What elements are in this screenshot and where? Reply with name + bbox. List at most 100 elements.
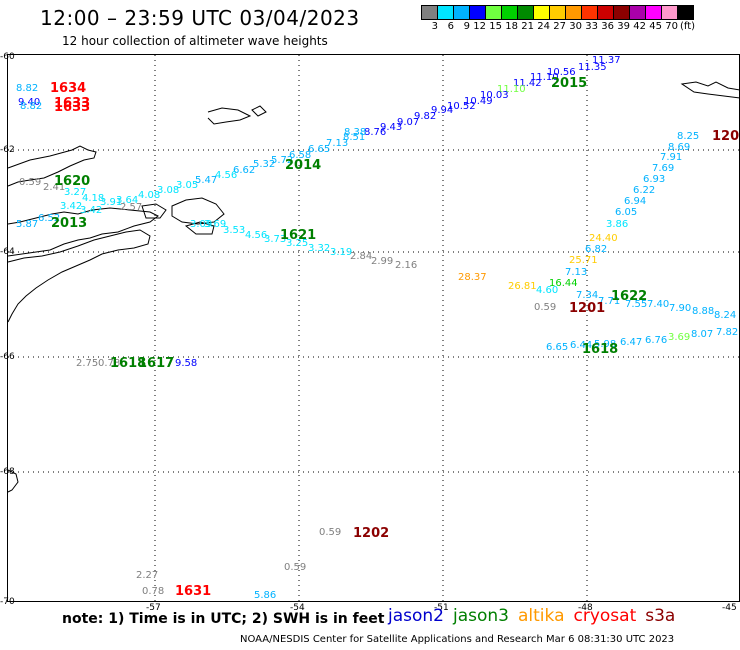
wave-height-label: 3.19 bbox=[330, 247, 353, 258]
wave-height-label: 25.71 bbox=[569, 255, 598, 266]
pass-time-label: 1634 bbox=[50, 81, 87, 96]
wave-height-label: 3.73 bbox=[264, 234, 287, 245]
wave-height-label: 2.75 bbox=[76, 358, 99, 369]
wave-height-label: 0.78 bbox=[98, 358, 121, 369]
mission-s3a: s3a bbox=[645, 606, 676, 626]
wave-height-label: 5.47 bbox=[195, 175, 218, 186]
wave-height-label: 6.76 bbox=[645, 335, 668, 346]
legend-tick-label: 33 bbox=[585, 21, 598, 32]
coast-james-ross bbox=[171, 197, 225, 225]
wave-height-label: 24.40 bbox=[589, 233, 618, 244]
legend-tick-label: 9 bbox=[463, 21, 470, 32]
wave-height-label: 2.27 bbox=[136, 570, 159, 581]
wave-height-label: 0.59 bbox=[534, 302, 557, 313]
lon-label-51: -51 bbox=[434, 603, 449, 613]
coast-peninsula-lower bbox=[7, 229, 151, 323]
wave-height-label: 6.62 bbox=[233, 165, 256, 176]
pass-time-label: 1618 bbox=[582, 342, 619, 357]
pass-time-label: 1620 bbox=[54, 174, 91, 189]
wave-height-label: 3.42 bbox=[80, 205, 103, 216]
wave-height-label: 8.51 bbox=[343, 132, 366, 143]
color-legend: 3 6 9 12 15 18 21 24 27 30 33 36 39 42 45 70 (ft) bbox=[421, 5, 695, 32]
mission-jason3: jason3 bbox=[453, 606, 509, 626]
wave-height-label: 3.53 bbox=[223, 225, 246, 236]
legend-tick-label: 3 bbox=[431, 21, 438, 32]
legend-tick-label: 6 bbox=[447, 21, 454, 32]
wave-height-label: 28.37 bbox=[458, 272, 487, 283]
coastlines bbox=[7, 81, 740, 493]
pass-time-label: 2013 bbox=[51, 216, 88, 231]
wave-height-label: 3.32 bbox=[308, 243, 331, 254]
legend-swatch bbox=[677, 5, 694, 20]
wave-height-label: 9.82 bbox=[414, 111, 437, 122]
legend-ticks: 3 6 9 12 15 18 21 24 27 30 33 36 39 42 45 70 (ft) bbox=[422, 21, 695, 32]
lon-label-57: -57 bbox=[146, 603, 161, 613]
wave-height-label: 9.94 bbox=[431, 105, 454, 116]
wave-height-label: 5.32 bbox=[253, 159, 276, 170]
wave-height-label: 8.38 bbox=[344, 127, 367, 138]
wave-height-label: 7.71 bbox=[598, 296, 621, 307]
coast-joinville bbox=[141, 203, 167, 219]
lon-label-54: -54 bbox=[290, 603, 305, 613]
lon-label-45: -45 bbox=[722, 603, 737, 613]
wave-height-label: 3.27 bbox=[64, 187, 87, 198]
wave-height-label: 11.35 bbox=[578, 62, 607, 73]
mission-legend: jason2 jason3 altika cryosat s3a bbox=[388, 606, 684, 626]
legend-tick-label: 30 bbox=[569, 21, 582, 32]
wave-height-label: 6.47 bbox=[620, 337, 643, 348]
wave-height-label: 9.07 bbox=[397, 117, 420, 128]
coast-seymour bbox=[184, 221, 215, 235]
legend-tick-label: 70 bbox=[665, 21, 678, 32]
pass-time-label: 1622 bbox=[611, 289, 648, 304]
wave-height-label: 4.56 bbox=[245, 230, 268, 241]
pass-time-label: 1633 bbox=[54, 100, 91, 115]
legend-tick-label: 24 bbox=[537, 21, 550, 32]
wave-height-label: 9.40 bbox=[18, 97, 41, 108]
mission-cryosat: cryosat bbox=[573, 606, 637, 626]
pass-time-label: 1202 bbox=[353, 526, 390, 541]
lat-label-64: -64 bbox=[0, 247, 15, 257]
wave-height-label: 8.82 bbox=[20, 101, 43, 112]
wave-height-label: 6.44 bbox=[570, 340, 593, 351]
wave-height-label: 0.59 bbox=[319, 527, 342, 538]
legend-tick-label: 27 bbox=[553, 21, 566, 32]
coast-south-orkney bbox=[680, 81, 740, 99]
map-frame bbox=[7, 54, 740, 602]
wave-height-label: 6.65 bbox=[546, 342, 569, 353]
legend-tick-label: 36 bbox=[601, 21, 614, 32]
wave-height-label: 6.94 bbox=[624, 196, 647, 207]
coast-west-edge bbox=[7, 469, 19, 493]
wave-height-label: 2.16 bbox=[395, 260, 418, 271]
pass-time-label: 2014 bbox=[285, 158, 322, 173]
wave-height-label: 9.58 bbox=[175, 358, 198, 369]
wave-height-label: 0.78 bbox=[142, 586, 165, 597]
wave-height-label: 7.13 bbox=[326, 138, 349, 149]
coast-elephant-island bbox=[207, 107, 252, 125]
wave-height-label: 2.57 bbox=[120, 202, 143, 213]
wave-height-label: 3.08 bbox=[157, 185, 180, 196]
wave-height-label: 2.84 bbox=[350, 251, 373, 262]
pass-time-label: 1201 bbox=[569, 301, 606, 316]
wave-height-label: 5.86 bbox=[254, 590, 277, 601]
wave-height-label: 8.07 bbox=[691, 329, 714, 340]
map-title: 12:00 – 23:59 UTC 03/04/2023 bbox=[40, 6, 360, 30]
map-subtitle: 12 hour collection of altimeter wave hei… bbox=[62, 34, 328, 48]
lat-label-68: -68 bbox=[0, 467, 15, 477]
coast-south-shetland bbox=[7, 145, 97, 187]
pass-time-label: 120 bbox=[712, 129, 740, 144]
lat-label-60: -60 bbox=[0, 52, 15, 62]
wave-height-label: 9.43 bbox=[380, 122, 403, 133]
wave-height-label: 7.82 bbox=[716, 327, 739, 338]
wave-height-label: 7.55 bbox=[625, 299, 648, 310]
wave-height-label: 8.82 bbox=[16, 83, 39, 94]
wave-height-label: 3.42 bbox=[60, 201, 83, 212]
wave-height-label: 0.59 bbox=[284, 562, 307, 573]
pass-time-label: 1621 bbox=[280, 228, 317, 243]
wave-height-label: 11.42 bbox=[513, 78, 542, 89]
wave-height-label: 0.59 bbox=[19, 177, 42, 188]
wave-height-label: 7.90 bbox=[669, 303, 692, 314]
lat-label-70: -70 bbox=[0, 597, 15, 607]
pass-time-label: 1631 bbox=[175, 584, 212, 599]
legend-swatches bbox=[421, 5, 695, 20]
